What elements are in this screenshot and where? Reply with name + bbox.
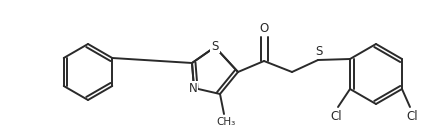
Text: S: S bbox=[315, 45, 323, 58]
Text: N: N bbox=[189, 81, 198, 94]
Text: Cl: Cl bbox=[330, 109, 342, 122]
Text: O: O bbox=[259, 22, 269, 34]
Text: CH₃: CH₃ bbox=[216, 117, 236, 127]
Text: S: S bbox=[211, 39, 219, 52]
Text: Cl: Cl bbox=[406, 109, 418, 122]
